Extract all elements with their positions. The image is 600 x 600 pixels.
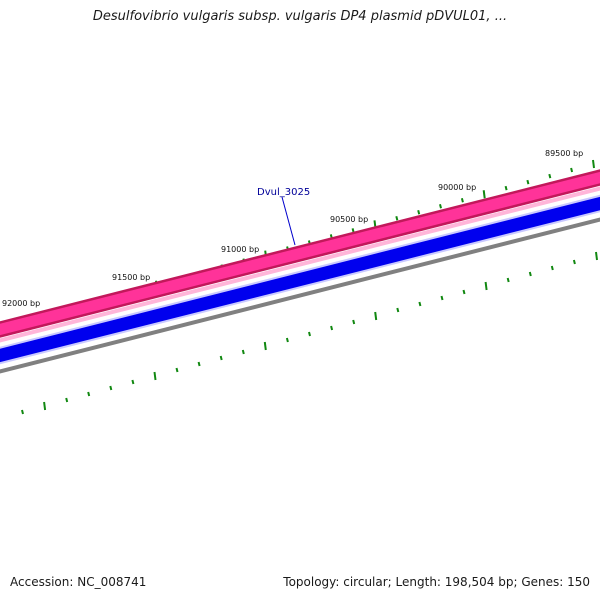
inner-tick-marks — [21, 251, 598, 415]
minor-tick — [506, 277, 510, 283]
scale-label: 89500 bp — [545, 149, 583, 158]
minor-tick — [439, 204, 442, 209]
minor-tick — [462, 289, 466, 295]
minor-tick — [570, 167, 574, 173]
map-title: Desulfovibrio vulgaris subsp. vulgaris D… — [92, 9, 508, 24]
major-tick — [484, 281, 488, 291]
cds-band[interactable] — [0, 171, 600, 336]
scale-label: 92000 bp — [2, 299, 40, 308]
minor-tick — [460, 197, 464, 203]
minor-tick — [285, 337, 289, 343]
minor-tick — [418, 301, 422, 307]
major-tick — [43, 401, 47, 411]
minor-tick — [395, 216, 399, 221]
scale-label: 91500 bp — [112, 273, 150, 282]
minor-tick — [352, 319, 356, 325]
minor-tick — [572, 259, 576, 265]
major-tick — [592, 159, 595, 169]
scale-label: 90500 bp — [330, 215, 368, 224]
minor-tick — [65, 397, 69, 403]
minor-tick — [219, 355, 223, 361]
major-tick — [263, 341, 267, 351]
minor-tick — [528, 271, 532, 277]
minor-tick — [308, 331, 311, 337]
major-tick — [374, 311, 378, 321]
gene-band[interactable] — [0, 196, 600, 363]
minor-tick — [330, 325, 334, 331]
minor-tick — [131, 379, 135, 385]
scale-label: 91000 bp — [221, 245, 259, 254]
minor-tick — [21, 409, 24, 415]
minor-tick — [109, 385, 113, 391]
gene-label-dvul-3025[interactable]: Dvul_3025 — [257, 187, 310, 198]
genome-summary: Topology: circular; Length: 198,504 bp; … — [283, 575, 590, 589]
minor-tick — [548, 173, 552, 179]
minor-tick — [241, 349, 245, 355]
minor-tick — [87, 391, 91, 397]
minor-tick — [417, 210, 421, 215]
minor-tick — [504, 185, 508, 191]
scale-label: 90000 bp — [438, 183, 476, 192]
backbone-line — [0, 217, 600, 374]
minor-tick — [175, 367, 179, 373]
minor-tick — [440, 295, 444, 301]
major-tick — [482, 190, 486, 199]
minor-tick — [396, 307, 400, 313]
minor-tick — [197, 361, 201, 367]
scale-labels: 89500 bp 90000 bp 90500 bp 91000 bp 9150… — [2, 149, 583, 308]
gene-label-leader — [281, 196, 296, 246]
minor-tick — [550, 265, 554, 271]
cds-band-shadow — [0, 186, 600, 343]
major-tick — [595, 251, 598, 261]
minor-tick — [526, 179, 530, 185]
accession-text: Accession: NC_008741 — [10, 575, 147, 589]
major-tick — [153, 371, 157, 381]
